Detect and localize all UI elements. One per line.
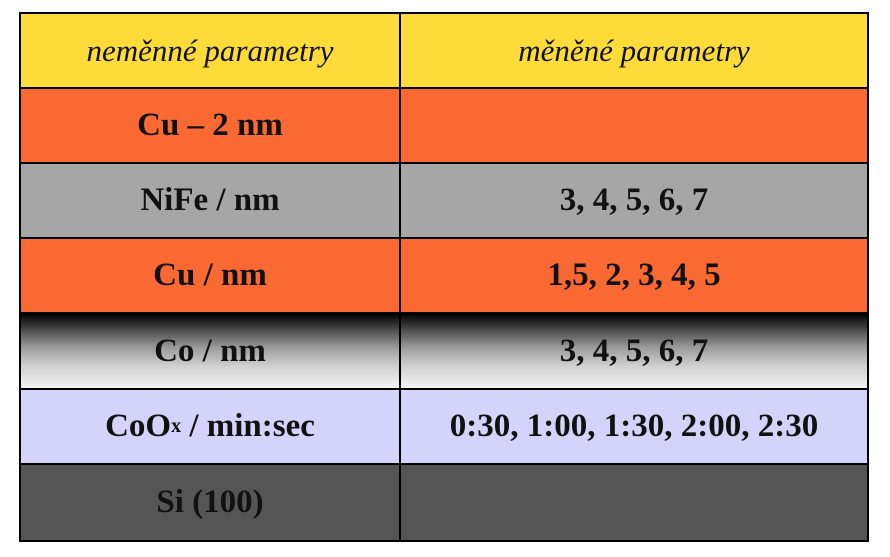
coox-main: CoO (105, 407, 172, 444)
row-co-label: Co / nm (21, 314, 401, 390)
coox-subscript: x (171, 414, 182, 437)
row-nife-values: 3, 4, 5, 6, 7 (401, 164, 867, 240)
parameter-table: neměnné parametry měněné parametry Cu – … (19, 12, 869, 542)
row-nife-label: NiFe / nm (21, 164, 401, 240)
row-si-label: Si (100) (21, 464, 401, 540)
row-cu-label: Cu / nm (21, 239, 401, 315)
coox-unit: / min:sec (181, 407, 315, 444)
header-fixed-parameters: neměnné parametry (21, 14, 401, 89)
header-varied-parameters: měněné parametry (401, 14, 867, 89)
row-coox-values: 0:30, 1:00, 1:30, 2:00, 2:30 (401, 389, 867, 465)
row-si-values (401, 464, 867, 540)
row-cu-values: 1,5, 2, 3, 4, 5 (401, 239, 867, 315)
row-coox-label: CoO x / min:sec (21, 389, 401, 465)
row-cu-cap-values (401, 89, 867, 165)
row-co-values: 3, 4, 5, 6, 7 (401, 314, 867, 390)
row-cu-cap-label: Cu – 2 nm (21, 89, 401, 165)
